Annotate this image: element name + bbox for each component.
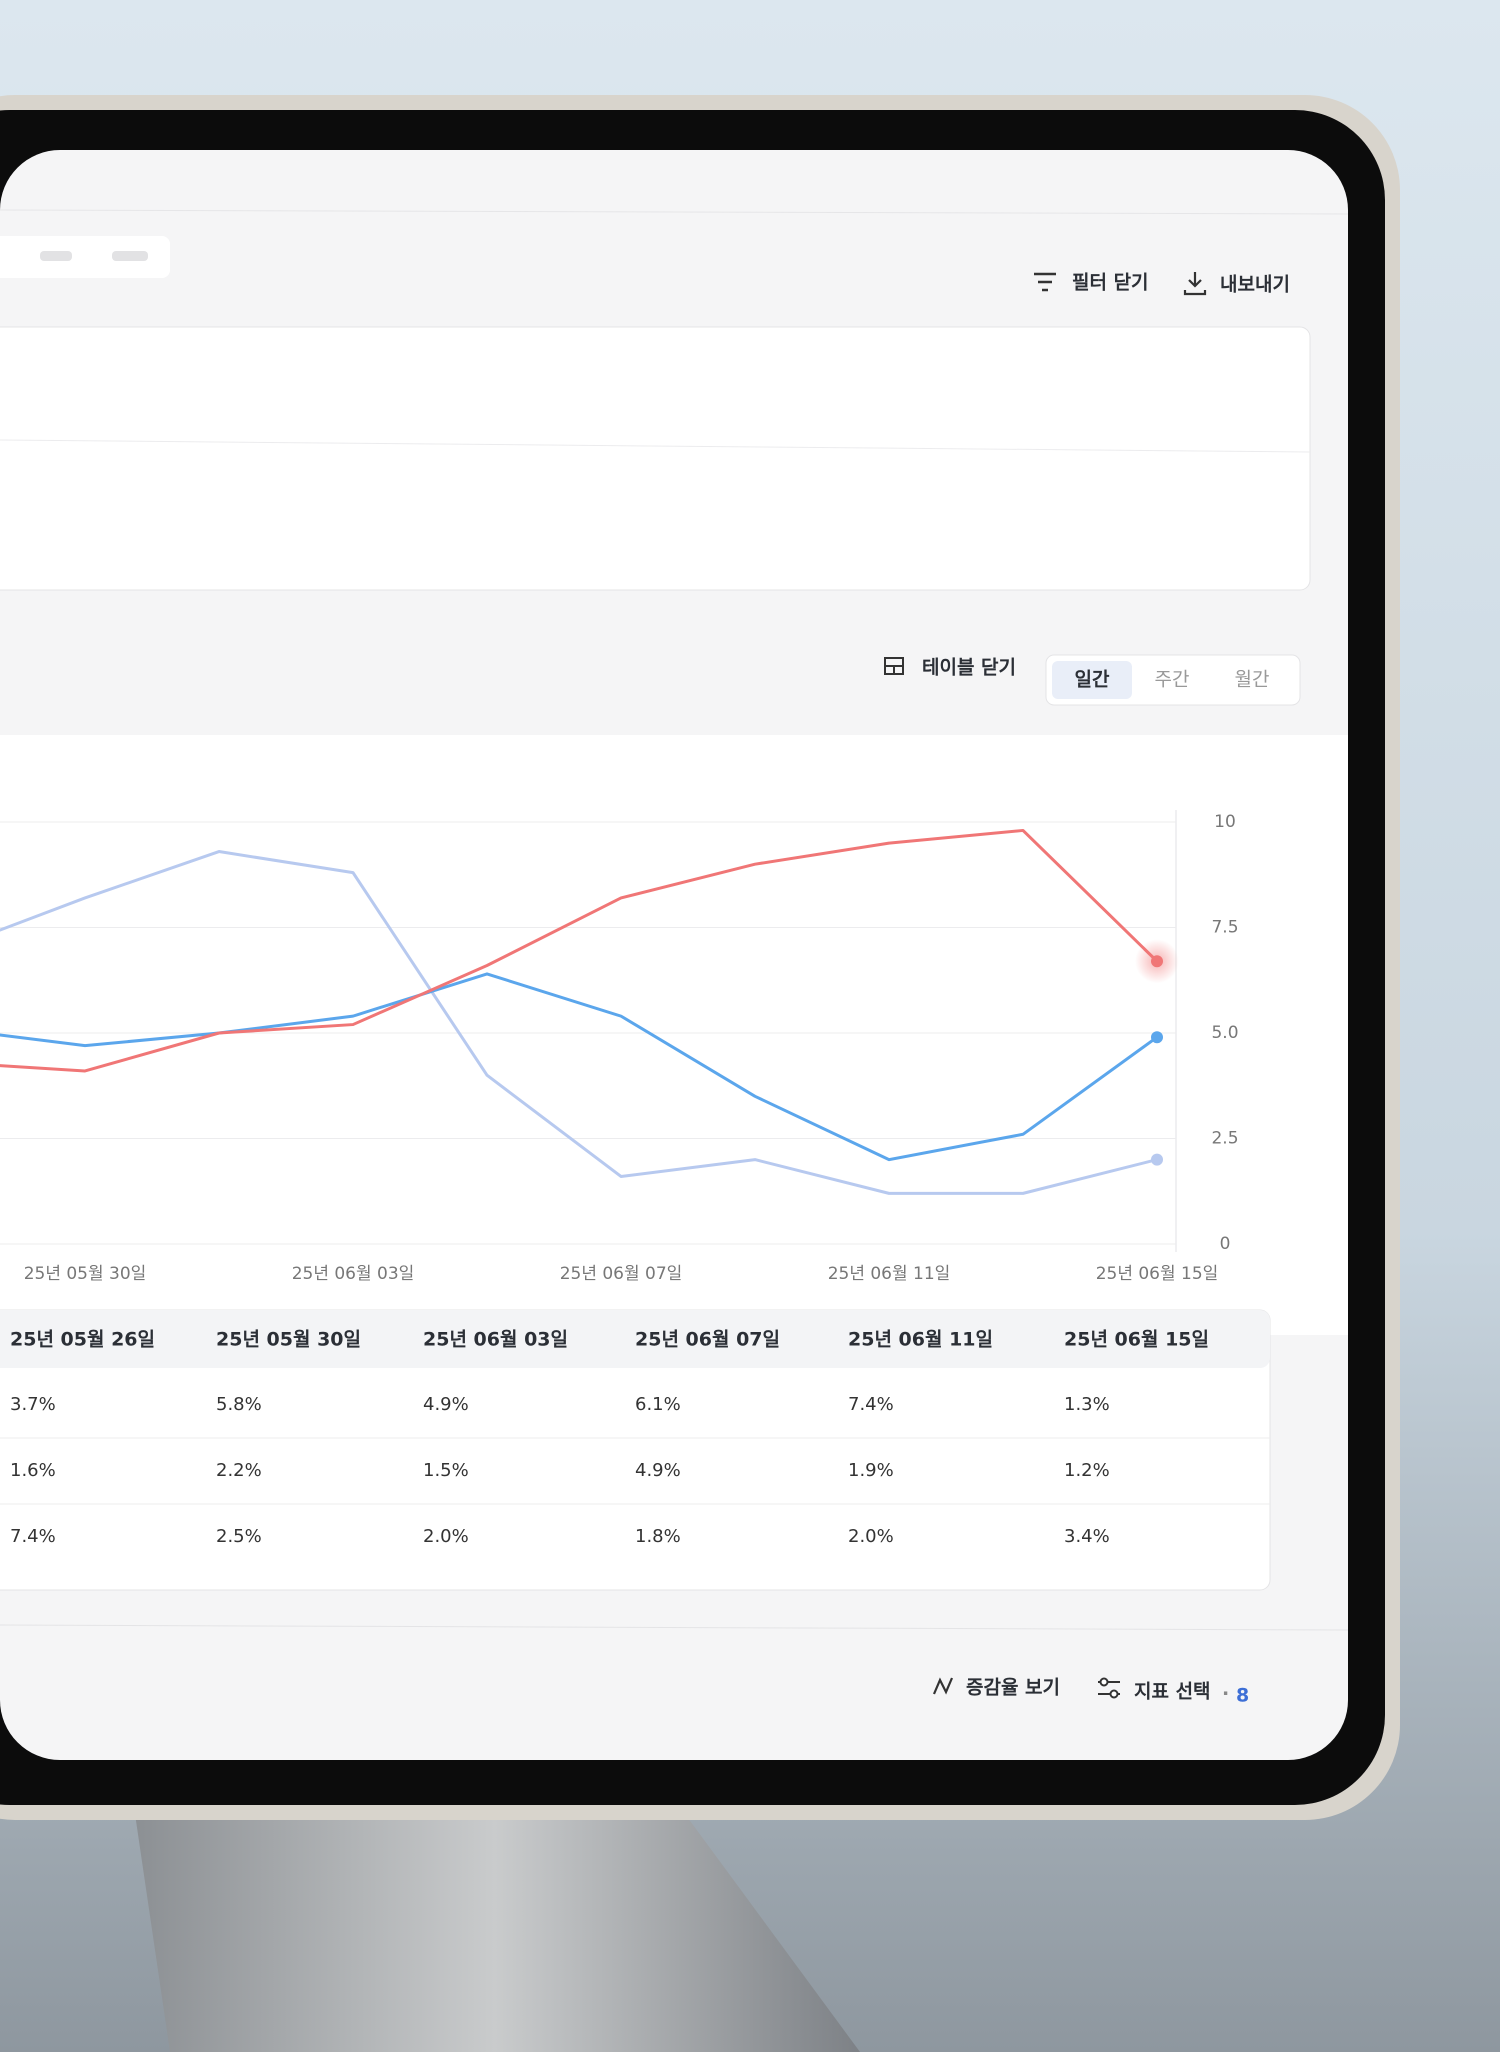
chart-panel — [0, 735, 1348, 1335]
download-icon — [1183, 272, 1207, 296]
export-label: 내보내기 — [1220, 274, 1290, 296]
filter-icon — [1034, 272, 1056, 292]
export-button[interactable]: 내보내기 — [1183, 272, 1290, 296]
table-cell: 2.2% — [216, 1460, 262, 1481]
plot — [0, 828, 1179, 1195]
column-header: 25년 06월 11일 — [848, 1329, 993, 1351]
table-cell: 1.9% — [848, 1460, 894, 1481]
x-tick-label: 25년 06월 11일 — [828, 1264, 951, 1284]
column-header: 25년 06월 03일 — [423, 1329, 568, 1351]
table-cell: 1.8% — [635, 1526, 681, 1547]
period-option[interactable]: 월간 — [1235, 669, 1270, 691]
x-tick-label: 25년 06월 07일 — [560, 1264, 683, 1284]
series-line — [0, 972, 1158, 1162]
metric-select-button[interactable]: 지표 선택 · 8 — [1098, 1677, 1249, 1707]
x-tick-label: 25년 06월 03일 — [292, 1264, 415, 1284]
period-active — [1052, 661, 1132, 699]
filter-close-button[interactable]: 필터 닫기 — [1034, 272, 1149, 294]
end-point — [1151, 955, 1163, 968]
tab[interactable] — [40, 251, 72, 261]
table-close-button[interactable]: 테이블 닫기 — [884, 657, 1016, 679]
table-body: 25년 05월 26일 25년 05월 30일 25년 06월 03일 25년 06월… — [0, 1329, 1270, 1547]
table-cell: 6.1% — [635, 1394, 681, 1415]
column-header: 25년 05월 30일 — [216, 1329, 361, 1351]
table-cell: 2.0% — [848, 1526, 894, 1547]
table-cell: 3.4% — [1064, 1526, 1110, 1547]
change-rate-label: 증감율 보기 — [966, 1677, 1060, 1699]
separator: · — [1222, 1683, 1229, 1705]
series-line — [0, 828, 1159, 1073]
slider-icon — [1109, 1689, 1119, 1699]
metric-count: 8 — [1236, 1685, 1249, 1707]
table-cell: 2.0% — [423, 1526, 469, 1547]
y-tick-label: 5.0 — [1211, 1023, 1238, 1043]
table-cell: 1.2% — [1064, 1460, 1110, 1481]
table-cell: 1.5% — [423, 1460, 469, 1481]
y-tick-label: 2.5 — [1211, 1129, 1238, 1149]
wave-icon — [932, 1677, 954, 1695]
tab[interactable] — [112, 251, 148, 261]
table-close-label: 테이블 닫기 — [922, 657, 1016, 679]
tab-strip[interactable] — [0, 236, 170, 278]
table-cell: 2.5% — [216, 1526, 262, 1547]
table-cell: 7.4% — [848, 1394, 894, 1415]
table-cell: 7.4% — [10, 1526, 56, 1547]
table-cell: 1.6% — [10, 1460, 56, 1481]
table-cell: 3.7% — [10, 1394, 56, 1415]
filter-panel — [0, 326, 1311, 591]
y-tick-label: 7.5 — [1211, 918, 1238, 938]
column-header: 25년 06월 15일 — [1064, 1329, 1209, 1351]
x-tick-label: 25년 05월 30일 — [24, 1264, 147, 1284]
y-tick-label: 0 — [1220, 1234, 1231, 1254]
metric-select-label: 지표 선택 — [1134, 1681, 1211, 1703]
chart: 0 2.5 5.0 7.5 10 25년 05월 30일 25년 06월 03일 25년 06… — [0, 810, 1239, 1284]
y-tick-label: 10 — [1214, 812, 1236, 832]
period-option[interactable]: 주간 — [1155, 669, 1190, 691]
divider — [0, 209, 1348, 215]
end-point — [1151, 1153, 1163, 1166]
table-cell: 4.9% — [423, 1394, 469, 1415]
divider — [0, 1624, 1348, 1631]
x-tick-label: 25년 06월 15일 — [1096, 1264, 1219, 1284]
period-option[interactable]: 일간 — [1075, 669, 1110, 691]
table-cell: 4.9% — [635, 1460, 681, 1481]
divider — [0, 439, 1311, 453]
column-header: 25년 05월 26일 — [10, 1329, 155, 1351]
table-icon — [885, 665, 903, 674]
table-cell: 1.3% — [1064, 1394, 1110, 1415]
change-rate-button[interactable]: 증감율 보기 — [932, 1677, 1060, 1699]
table-header-bg — [0, 1310, 1270, 1368]
slider-icon — [1099, 1677, 1109, 1687]
screen: 필터 닫기 내보내기 테이블 닫기 일간 주간 월간 0 2.5 5.0 7.5 10 2… — [0, 150, 1348, 1760]
filter-close-label: 필터 닫기 — [1072, 272, 1149, 294]
table-cell: 5.8% — [216, 1394, 262, 1415]
series-line — [0, 850, 1158, 1195]
end-point — [1151, 1031, 1163, 1044]
monitor-stand — [130, 1780, 860, 2052]
column-header: 25년 06월 07일 — [635, 1329, 780, 1351]
